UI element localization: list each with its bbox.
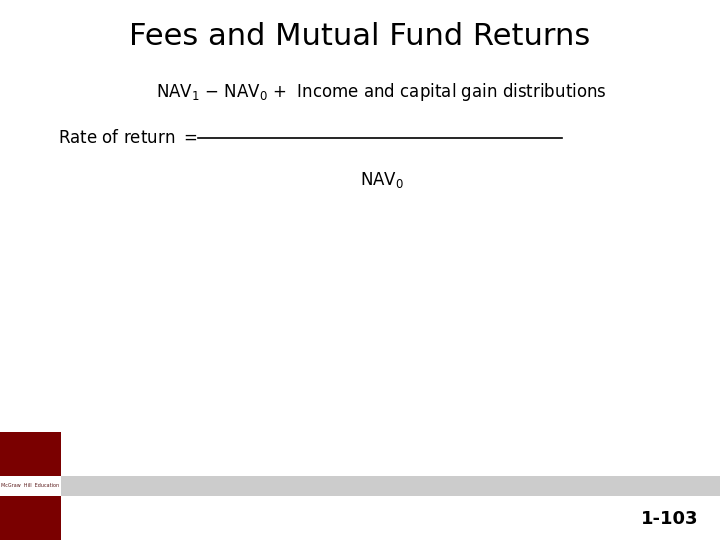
Text: McGraw  Hill  Education: McGraw Hill Education [1,483,59,488]
Text: NAV$_1$ $-$ NAV$_0$ $+$  Income and capital gain distributions: NAV$_1$ $-$ NAV$_0$ $+$ Income and capit… [156,80,607,103]
Text: NAV$_0$: NAV$_0$ [359,170,404,190]
Bar [0,476,61,496]
Text: Fees and Mutual Fund Returns: Fees and Mutual Fund Returns [130,22,590,51]
Bar [0,432,61,540]
Text: 1-103: 1-103 [641,510,698,529]
Bar [0,476,720,496]
Text: Rate of return $=$: Rate of return $=$ [58,129,197,147]
